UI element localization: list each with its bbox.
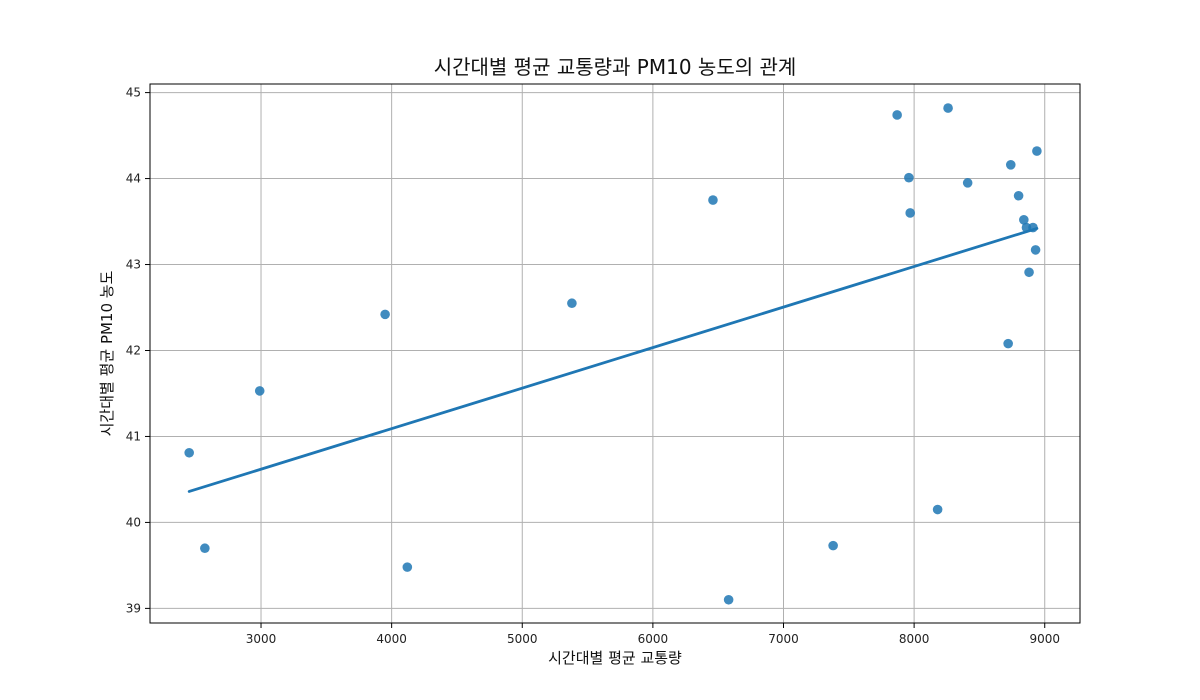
data-point [1032, 146, 1042, 156]
data-point [892, 110, 902, 120]
data-point [1028, 222, 1038, 233]
data-point [402, 562, 413, 572]
data-point [962, 178, 973, 188]
data-point [828, 540, 838, 551]
data-point [904, 172, 914, 183]
x-tick-label: 6000 [638, 632, 669, 646]
y-tick-label: 43 [126, 258, 141, 272]
data-point [567, 298, 577, 309]
x-tick-label: 5000 [507, 632, 538, 646]
x-axis-label: 시간대별 평균 교통량 [548, 649, 682, 667]
x-tick-label: 4000 [376, 632, 407, 646]
plot-frame [149, 83, 1081, 624]
data-point [254, 386, 265, 396]
data-point [1030, 245, 1041, 255]
points-layer [184, 103, 1042, 605]
grid-layer [150, 84, 1080, 623]
x-tick-label: 3000 [246, 632, 277, 646]
data-point [1024, 267, 1034, 278]
data-point [1019, 215, 1029, 225]
data-point [708, 195, 718, 205]
data-point [943, 103, 953, 113]
data-point [380, 309, 390, 320]
data-point [723, 594, 734, 605]
y-tick-label: 41 [126, 429, 141, 443]
data-point [1013, 190, 1024, 201]
y-tick-label: 45 [126, 86, 141, 100]
y-tick-label: 39 [126, 601, 141, 615]
y-tick-label: 44 [126, 172, 141, 186]
y-tick-label: 40 [126, 515, 141, 529]
x-tick-label: 9000 [1029, 632, 1060, 646]
chart-title: 시간대별 평균 교통량과 PM10 농도의 관계 [434, 55, 797, 79]
data-point [905, 208, 915, 218]
x-tick-label: 8000 [899, 632, 930, 646]
data-point [1005, 160, 1016, 170]
x-tick-label: 7000 [768, 632, 799, 646]
tick-layer: 3000 4000 5000 6000 7000 8000 9000 39 40 41 42 43 44… [126, 86, 1060, 646]
data-point [200, 543, 210, 554]
data-point [184, 447, 194, 458]
regression-line [187, 227, 1039, 493]
data-point [932, 504, 943, 515]
y-tick-label: 42 [126, 343, 141, 357]
regression-layer [187, 227, 1039, 493]
data-point [1003, 338, 1013, 349]
y-axis-label: 시간대별 평균 PM10 농도 [98, 270, 116, 436]
